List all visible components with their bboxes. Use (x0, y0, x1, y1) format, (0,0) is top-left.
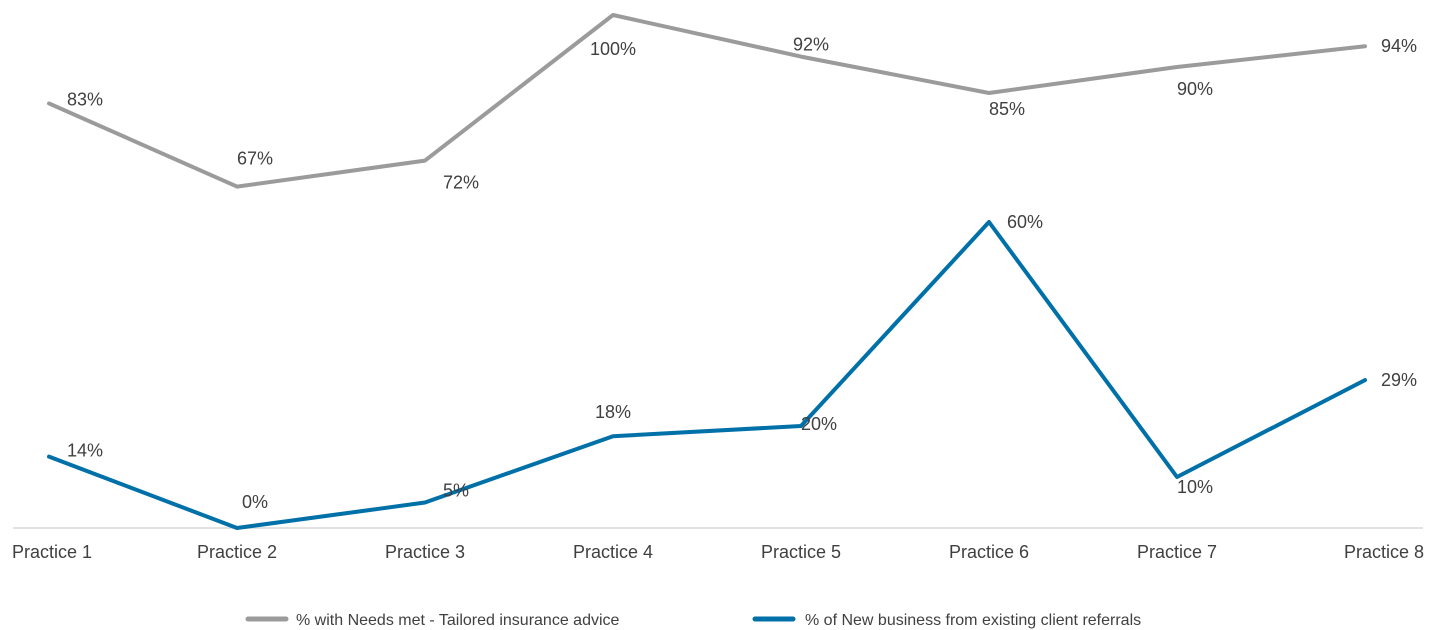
data-label: 5% (443, 481, 469, 501)
data-label: 14% (67, 441, 103, 461)
x-tick-label: Practice 6 (949, 542, 1029, 562)
x-tick-label: Practice 2 (197, 542, 277, 562)
data-label: 94% (1381, 36, 1417, 56)
data-label: 29% (1381, 370, 1417, 390)
x-tick-label: Practice 5 (761, 542, 841, 562)
legend-label: % with Needs met - Tailored insurance ad… (296, 612, 620, 629)
data-label: 72% (443, 173, 479, 193)
legend-item: % with Needs met - Tailored insurance ad… (245, 612, 620, 629)
x-tick-label: Practice 4 (573, 542, 653, 562)
x-axis-ticks: Practice 1 Practice 2 Practice 3 Practice 4… (12, 542, 1424, 562)
x-tick-label: Practice 8 (1344, 542, 1424, 562)
series-2: 14% 0% 5% 18% 20% 60% 10% 29% (47, 212, 1417, 530)
series-line (47, 220, 1367, 530)
x-tick-label: Practice 7 (1137, 542, 1217, 562)
series-line (47, 13, 1367, 189)
legend-label: % of New business from existing client r… (805, 612, 1141, 629)
data-label: 18% (595, 402, 631, 422)
legend: % with Needs met - Tailored insurance ad… (245, 612, 1141, 629)
data-label: 0% (242, 492, 268, 512)
data-label: 60% (1007, 212, 1043, 232)
x-tick-label: Practice 1 (12, 542, 92, 562)
data-label: 20% (801, 414, 837, 434)
x-tick-label: Practice 3 (385, 542, 465, 562)
data-label: 83% (67, 89, 103, 109)
data-label: 92% (793, 35, 829, 55)
data-label: 100% (590, 39, 636, 59)
legend-item: % of New business from existing client r… (752, 612, 1141, 629)
data-label: 85% (989, 99, 1025, 119)
data-label: 67% (237, 149, 273, 169)
data-label: 90% (1177, 79, 1213, 99)
series-layer: 83% 67% 72% 100% 92% 85% 90% 94% 14% 0% 5% 18% 20% 60… (47, 13, 1417, 530)
data-label: 10% (1177, 477, 1213, 497)
series-1: 83% 67% 72% 100% 92% 85% 90% 94% (47, 13, 1417, 193)
